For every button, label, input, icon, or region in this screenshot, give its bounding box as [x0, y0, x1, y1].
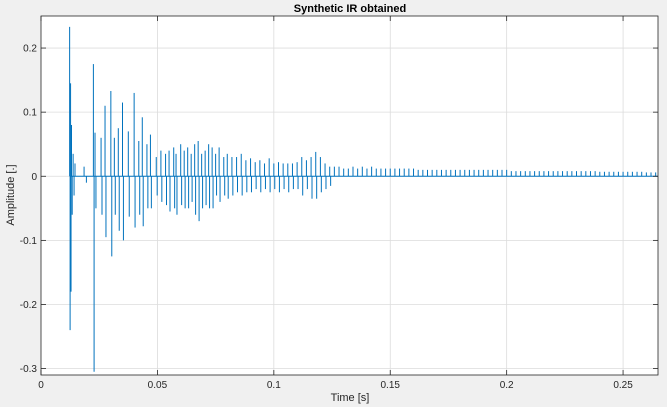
- x-tick-label: 0.1: [267, 380, 281, 391]
- x-tick-label: 0.2: [500, 380, 514, 391]
- plot-area: [41, 16, 658, 375]
- y-tick-label: -0.1: [20, 236, 38, 247]
- x-tick-label: 0.05: [148, 380, 168, 391]
- x-axis-label: Time [s]: [331, 392, 370, 404]
- y-tick-label: 0.2: [23, 44, 37, 55]
- y-tick-label: 0.1: [23, 108, 37, 119]
- y-tick-label: 0: [31, 172, 37, 183]
- y-tick-label: -0.2: [20, 300, 38, 311]
- axes-box: [40, 15, 659, 376]
- data-layer: [69, 26, 658, 372]
- x-tick-label: 0.15: [381, 380, 401, 391]
- y-axis-label: Amplitude [.]: [5, 164, 17, 225]
- x-tick-label: 0.25: [613, 380, 633, 391]
- chart-title: Synthetic IR obtained: [294, 3, 406, 15]
- ticks: 0 0.05 0.1 0.15 0.2 0.25 -0.3 -0.2 -0.1 0 0.1 0.2: [20, 16, 658, 391]
- y-tick-label: -0.3: [20, 364, 38, 375]
- x-tick-label: 0: [38, 380, 44, 391]
